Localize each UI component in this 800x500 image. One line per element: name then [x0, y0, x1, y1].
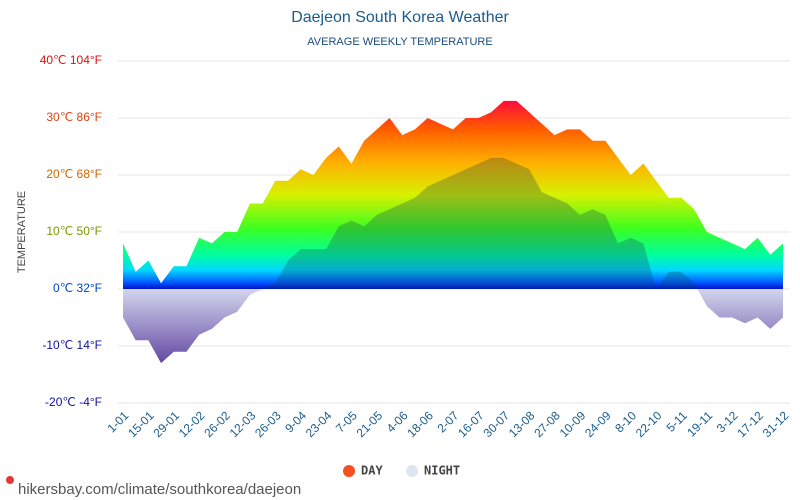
y-tick-label: 10℃ 50°F [46, 224, 102, 238]
legend-label: DAY [361, 464, 383, 478]
x-tick-label: 10-09 [557, 408, 589, 440]
x-tick-label: 13-08 [506, 408, 538, 440]
y-axis-label: TEMPERATURE [16, 191, 28, 273]
x-tick-label: 26-02 [201, 408, 233, 440]
x-tick-label: 27-08 [531, 408, 563, 440]
x-tick-label: 31-12 [760, 408, 792, 440]
x-tick-label: 21-05 [354, 408, 386, 440]
y-tick-label: -10℃ 14°F [42, 338, 102, 352]
source: hikersbay.com/climate/southkorea/daejeon [18, 481, 301, 498]
x-tick-label: 23-04 [303, 408, 335, 440]
y-tick-label: 40℃ 104°F [40, 53, 102, 67]
x-tick-label: 29-01 [151, 408, 183, 440]
night-area [123, 157, 783, 364]
y-tick-label: 30℃ 86°F [46, 110, 102, 124]
chart-title: Daejeon South Korea Weather [291, 9, 509, 26]
x-tick-label: 12-02 [176, 408, 208, 440]
x-tick-label: 22-10 [633, 408, 665, 440]
x-tick-label: 12-03 [227, 408, 259, 440]
legend-swatch [406, 465, 418, 477]
chart-subtitle: AVERAGE WEEKLY TEMPERATURE [307, 36, 492, 48]
y-tick-label: 0℃ 32°F [53, 281, 102, 295]
x-tick-label: 30-07 [481, 408, 513, 440]
legend-label: NIGHT [424, 464, 460, 478]
x-tick-label: 26-03 [252, 408, 284, 440]
y-tick-label: -20℃ -4°F [45, 395, 102, 409]
x-tick-label: 17-12 [734, 408, 766, 440]
x-tick-label: 24-09 [582, 408, 614, 440]
x-tick-label: 15-01 [125, 408, 157, 440]
pin-icon [6, 476, 15, 484]
legend-swatch [343, 465, 355, 477]
x-tick-label: 18-06 [404, 408, 436, 440]
y-tick-label: 20℃ 68°F [46, 167, 102, 181]
x-tick-label: 16-07 [455, 408, 487, 440]
x-tick-label: 19-11 [684, 408, 715, 439]
